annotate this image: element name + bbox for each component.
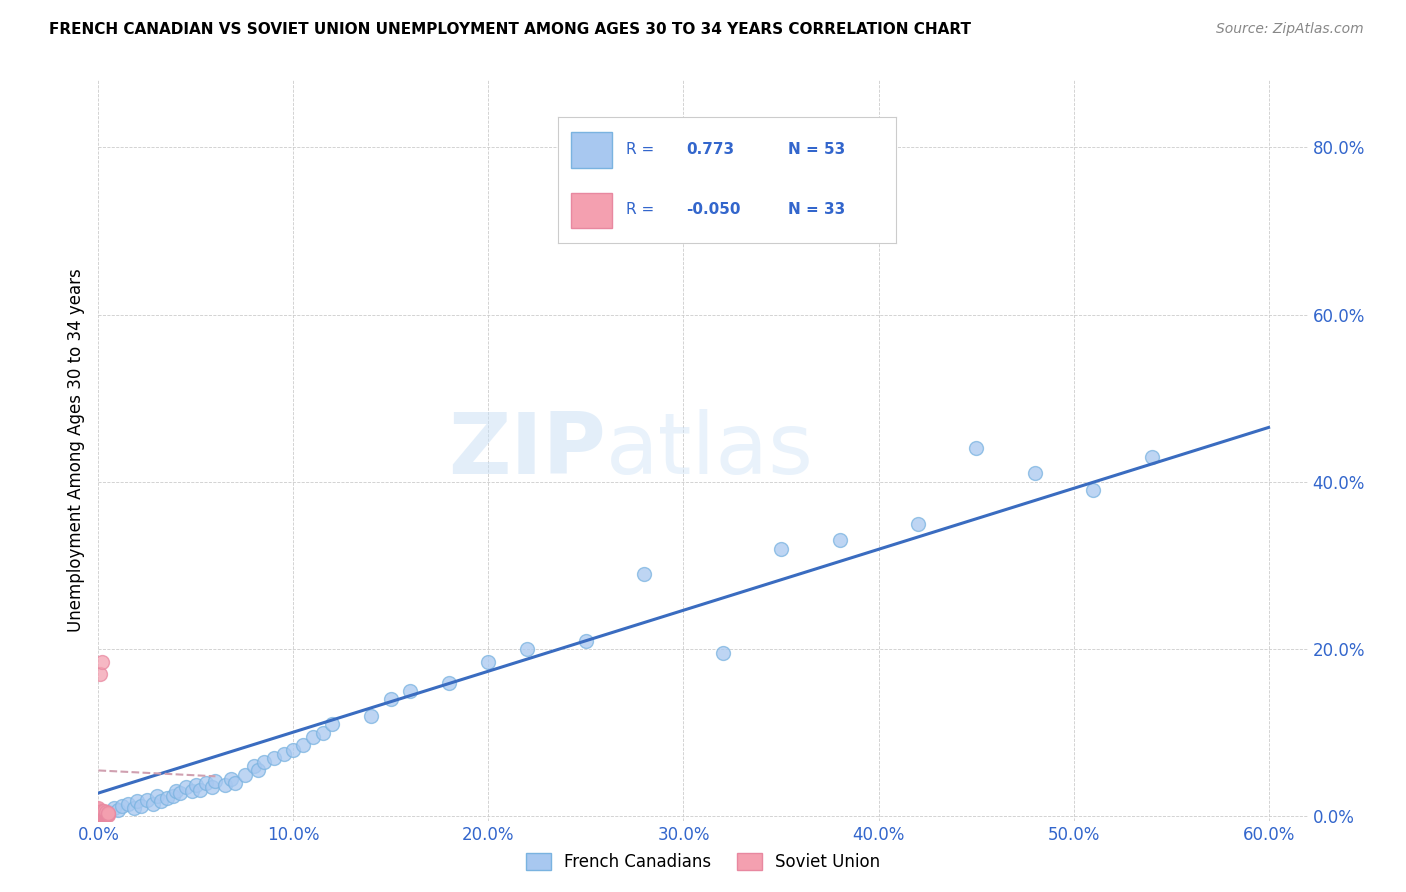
- Point: [87, 805, 110, 819]
- Point: [263, 751, 285, 765]
- Point: [87, 801, 110, 815]
- Point: [142, 797, 165, 811]
- Point: [312, 726, 335, 740]
- Point: [96, 806, 118, 821]
- Point: [91, 806, 114, 821]
- Point: [1140, 450, 1163, 464]
- Point: [633, 566, 655, 581]
- Y-axis label: Unemployment Among Ages 30 to 34 years: Unemployment Among Ages 30 to 34 years: [66, 268, 84, 632]
- Point: [89, 806, 111, 821]
- Point: [1024, 467, 1046, 481]
- Point: [769, 541, 792, 556]
- Point: [360, 709, 382, 723]
- Point: [204, 774, 226, 789]
- Point: [321, 717, 343, 731]
- Point: [146, 789, 169, 803]
- Point: [122, 801, 145, 815]
- Point: [89, 806, 111, 821]
- Legend: French Canadians, Soviet Union: French Canadians, Soviet Union: [517, 845, 889, 880]
- Point: [273, 747, 295, 761]
- Point: [96, 805, 118, 820]
- Point: [91, 805, 114, 820]
- Point: [162, 789, 184, 803]
- Point: [93, 806, 115, 821]
- Point: [253, 755, 276, 769]
- Point: [93, 805, 115, 819]
- Point: [96, 806, 118, 821]
- Point: [194, 776, 217, 790]
- Point: [965, 442, 987, 456]
- Point: [477, 655, 499, 669]
- Point: [87, 803, 110, 817]
- Point: [214, 778, 236, 792]
- Text: FRENCH CANADIAN VS SOVIET UNION UNEMPLOYMENT AMONG AGES 30 TO 34 YEARS CORRELATI: FRENCH CANADIAN VS SOVIET UNION UNEMPLOY…: [49, 22, 972, 37]
- Point: [89, 667, 111, 681]
- Point: [89, 805, 111, 820]
- Point: [91, 807, 114, 822]
- Point: [93, 806, 115, 821]
- Point: [93, 807, 115, 822]
- Point: [399, 684, 422, 698]
- Point: [380, 692, 402, 706]
- Point: [111, 799, 134, 814]
- Point: [149, 794, 172, 808]
- Point: [93, 805, 115, 820]
- Point: [131, 798, 153, 813]
- Point: [156, 791, 179, 805]
- Point: [181, 784, 204, 798]
- Point: [91, 806, 114, 821]
- Point: [188, 782, 211, 797]
- Point: [575, 633, 598, 648]
- Point: [87, 807, 110, 822]
- Point: [117, 797, 139, 811]
- Point: [1081, 483, 1104, 498]
- Point: [439, 675, 461, 690]
- Point: [200, 780, 222, 794]
- Point: [165, 784, 187, 798]
- Point: [516, 642, 538, 657]
- Point: [283, 742, 305, 756]
- Point: [89, 807, 111, 822]
- Point: [97, 807, 120, 822]
- Point: [91, 655, 114, 669]
- Point: [184, 778, 207, 792]
- Point: [907, 516, 929, 531]
- Point: [233, 767, 256, 781]
- Point: [87, 806, 110, 821]
- Point: [136, 793, 159, 807]
- Point: [292, 739, 315, 753]
- Text: atlas: atlas: [606, 409, 814, 492]
- Point: [302, 730, 325, 744]
- Point: [87, 806, 110, 821]
- Point: [103, 801, 125, 815]
- Point: [174, 780, 197, 794]
- Point: [87, 808, 110, 822]
- Point: [97, 806, 120, 821]
- Text: Source: ZipAtlas.com: Source: ZipAtlas.com: [1216, 22, 1364, 37]
- Point: [247, 764, 270, 778]
- Point: [107, 803, 129, 817]
- Point: [87, 805, 110, 820]
- Point: [87, 804, 110, 818]
- Point: [97, 805, 120, 820]
- Point: [243, 759, 266, 773]
- Point: [87, 802, 110, 816]
- Point: [97, 806, 120, 821]
- Point: [127, 794, 149, 808]
- Point: [828, 533, 851, 548]
- Text: ZIP: ZIP: [449, 409, 606, 492]
- Point: [169, 786, 191, 800]
- Point: [219, 772, 242, 786]
- Point: [711, 646, 734, 660]
- Point: [91, 805, 114, 819]
- Point: [96, 807, 118, 822]
- Point: [224, 776, 246, 790]
